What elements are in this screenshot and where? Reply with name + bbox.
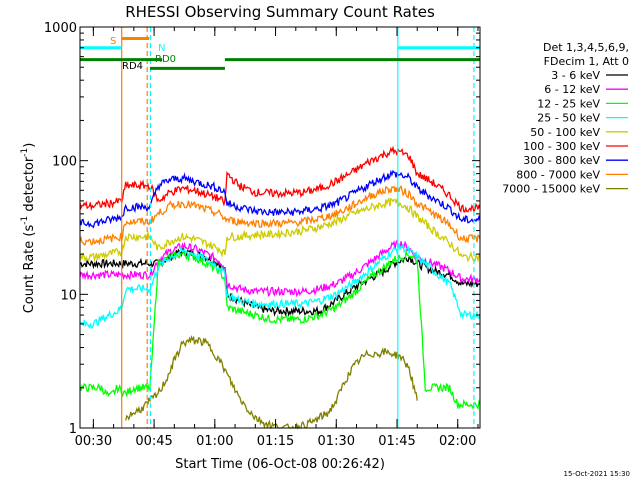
legend-header-line-1: Det 1,3,4,5,6,9, [543,41,629,54]
y-axis-label-sup1: -1 [20,216,30,225]
flag-label-s: S [110,36,116,47]
legend-label-5: 100 - 300 keV [523,140,600,153]
x-tick-label: 00:30 [75,434,112,449]
flag-label-n: N [158,43,165,54]
legend-label-3: 25 - 50 keV [537,112,600,125]
legend: Det 1,3,4,5,6,9, FDecim 1, Att 0 3 - 6 k… [502,41,629,196]
legend-label-0: 3 - 6 keV [551,69,600,82]
series-line-5 [79,145,481,215]
x-axis-label: Start Time (06-Oct-08 00:26:42) [175,457,385,472]
y-axis-label: Count Rate (s-1 detector-1) [20,143,37,314]
flag-label-rd0: RD0 [155,54,176,65]
legend-label-2: 12 - 25 keV [537,97,600,110]
x-tick-label: 01:00 [196,434,233,449]
legend-label-8: 7000 - 15000 keV [502,183,600,196]
legend-header-line-2: FDecim 1, Att 0 [544,55,629,68]
flag-label-rd4: RD4 [122,61,143,72]
y-axis-label-mid: detector [22,156,37,216]
axes-layer: 1 10 100 1000 00:30 00:45 01:00 01:15 01:30 01:45… [44,21,481,449]
series-line-3 [79,243,481,329]
legend-label-1: 6 - 12 keV [544,83,600,96]
y-axis-label-post: ) [22,143,37,148]
y-axis-label-pre: Count Rate (s [22,225,37,314]
legend-label-6: 300 - 800 keV [523,154,600,167]
y-axis-label-sup2: -1 [20,148,30,157]
series-line-8 [125,334,418,430]
chart-title: RHESSI Observing Summary Count Rates [125,3,435,21]
plot-frame [79,26,481,429]
y-tick-label: 100 [52,155,77,170]
y-tick-label: 1 [69,422,77,437]
x-tick-label: 01:30 [318,434,355,449]
x-tick-label: 02:00 [439,434,476,449]
x-tick-label: 01:15 [257,434,294,449]
legend-label-7: 800 - 7000 keV [516,168,600,181]
y-tick-label: 10 [60,288,77,303]
series-layer [79,145,481,430]
x-tick-label: 01:45 [378,434,415,449]
series-line-6 [79,169,481,229]
legend-label-4: 50 - 100 keV [530,126,600,139]
x-tick-label: 00:45 [135,434,172,449]
y-tick-label: 1000 [44,21,77,36]
footer-timestamp: 15-Oct-2021 15:30 [564,470,630,478]
